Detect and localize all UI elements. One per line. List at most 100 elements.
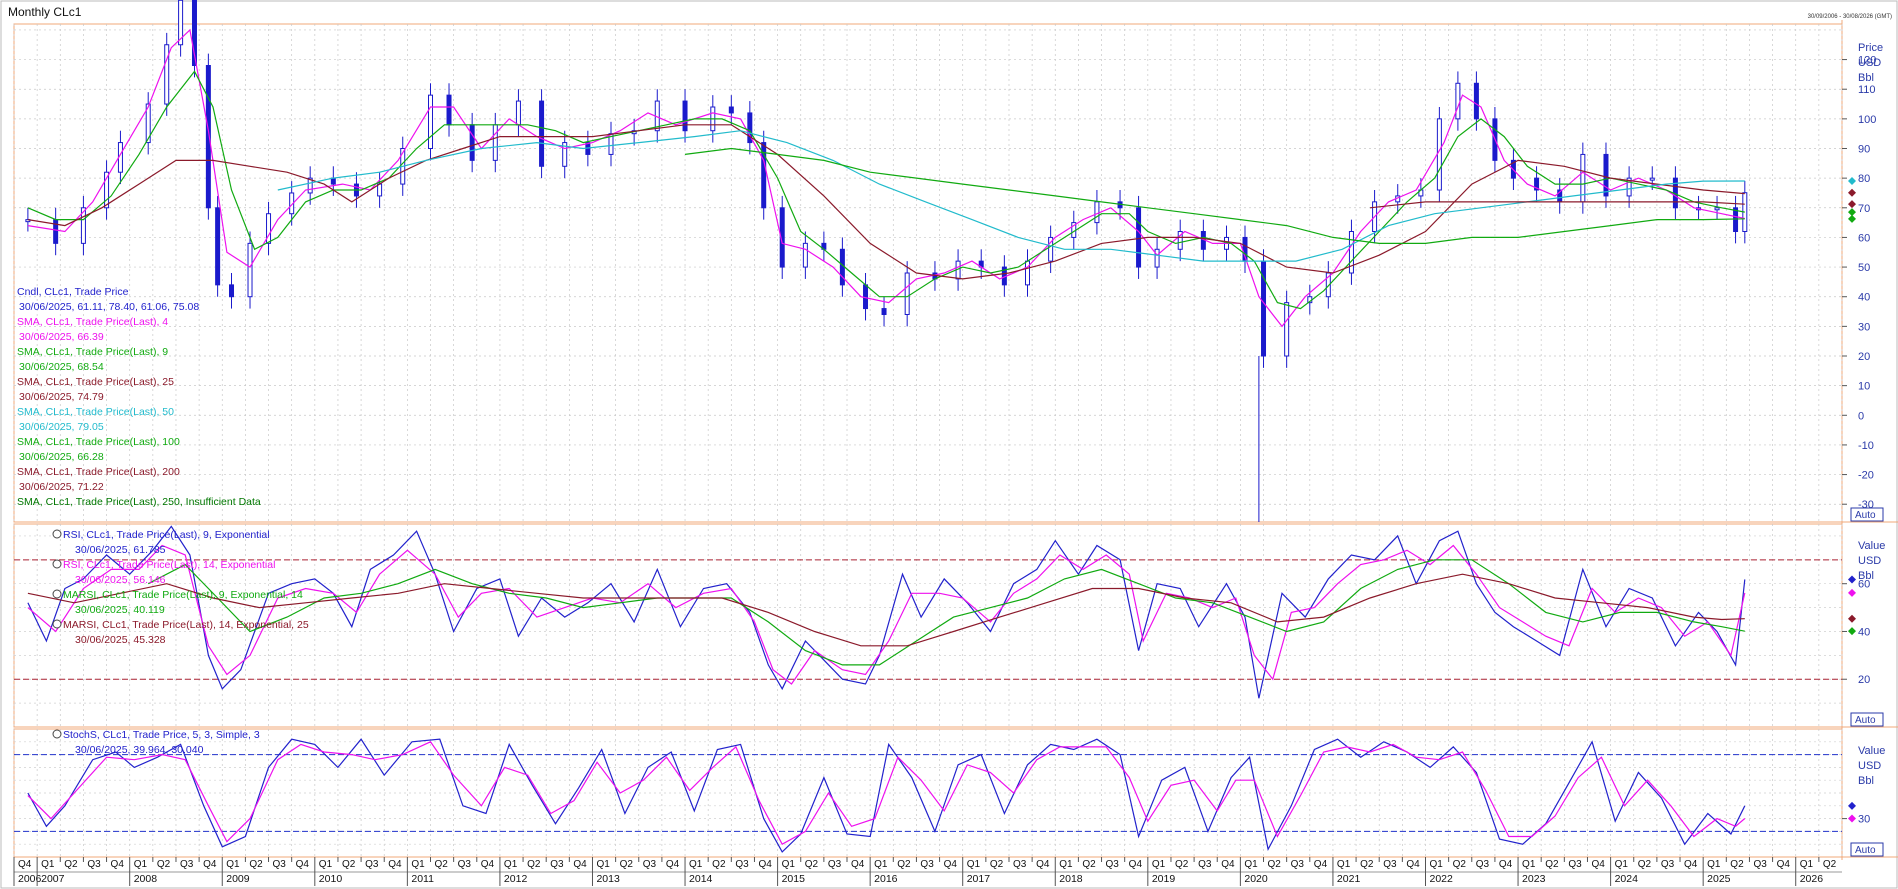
y-tick-label: 100 bbox=[1858, 114, 1876, 126]
x-quarter-label: Q4 bbox=[1314, 859, 1328, 870]
price-auto-button[interactable] bbox=[1850, 507, 1884, 522]
legend-label: SMA, CLc1, Trade Price(Last), 100 bbox=[17, 436, 180, 448]
candle bbox=[1473, 82, 1479, 120]
legend-toggle-icon[interactable] bbox=[52, 619, 62, 629]
x-year-label: 2018 bbox=[1059, 873, 1083, 885]
legend-toggle-icon[interactable] bbox=[52, 589, 62, 599]
x-quarter-label: Q2 bbox=[1453, 859, 1467, 870]
grid-layer bbox=[13, 20, 1898, 860]
candle bbox=[1154, 248, 1160, 268]
stoch-value-marker bbox=[1848, 801, 1856, 810]
x-quarter-label: Q4 bbox=[1591, 859, 1605, 870]
legend-values: 30/06/2025, 40.119 bbox=[75, 604, 165, 616]
y-tick-label: 40 bbox=[1858, 626, 1870, 638]
y-tick-label: 80 bbox=[1858, 173, 1870, 185]
price-value-marker bbox=[1848, 176, 1856, 185]
candle bbox=[562, 142, 568, 167]
y-tick-label: 40 bbox=[1858, 292, 1870, 304]
price-series-line bbox=[27, 28, 1745, 328]
price-series-line bbox=[277, 130, 1745, 262]
x-year-label: 2013 bbox=[596, 873, 620, 885]
x-quarter-label: Q4 bbox=[666, 859, 680, 870]
x-quarter-label: Q1 bbox=[967, 859, 981, 870]
candle bbox=[53, 219, 59, 244]
stoch-auto-label[interactable]: Auto bbox=[1855, 845, 1876, 856]
x-quarter-label: Q3 bbox=[1476, 859, 1490, 870]
y-tick-label: 10 bbox=[1858, 381, 1870, 393]
x-quarter-label: Q2 bbox=[712, 859, 726, 870]
x-year-label: 2010 bbox=[319, 873, 343, 885]
stoch-axis: Value USD Bbl 30 Auto bbox=[1842, 745, 1885, 857]
rsi-axis-header: USD bbox=[1858, 555, 1881, 567]
x-year-label: 2022 bbox=[1429, 873, 1453, 885]
candle bbox=[515, 100, 521, 126]
y-tick-label: -20 bbox=[1858, 470, 1874, 482]
candle bbox=[1649, 177, 1655, 181]
x-axis: Q4 Q1 Q2 Q3 Q4 Q1 Q2 Q3 Q4 Q1 Q2 Q3 Q4 Q1 Q2 Q3 Q4 Q1 Q2 Q3… bbox=[13, 857, 1842, 886]
candle-layer bbox=[25, 0, 1748, 522]
x-quarter-label: Q2 bbox=[64, 859, 78, 870]
x-quarter-label: Q3 bbox=[180, 859, 194, 870]
legend-values: 30/06/2025, 79.05 bbox=[19, 421, 104, 433]
x-quarter-label: Q4 bbox=[18, 859, 32, 870]
candle bbox=[802, 242, 808, 268]
x-quarter-label: Q2 bbox=[1268, 859, 1282, 870]
x-year-label: 2015 bbox=[782, 873, 806, 885]
rsi-axis-header: Bbl bbox=[1858, 570, 1874, 582]
candle bbox=[446, 94, 452, 126]
y-tick-label: 30 bbox=[1858, 321, 1870, 333]
rsi-auto-label[interactable]: Auto bbox=[1855, 715, 1876, 726]
candle bbox=[307, 177, 313, 194]
x-quarter-label: Q2 bbox=[1360, 859, 1374, 870]
price-axis-header: Bbl bbox=[1858, 72, 1874, 84]
candle bbox=[377, 183, 383, 197]
date-range: 30/09/2006 - 30/08/2026 (GMT) bbox=[1807, 14, 1892, 20]
x-quarter-label: Q2 bbox=[1638, 859, 1652, 870]
x-quarter-label: Q2 bbox=[1545, 859, 1559, 870]
legend-values: 30/06/2025, 61.11, 78.40, 61.06, 75.08 bbox=[19, 301, 199, 313]
x-quarter-label: Q4 bbox=[1221, 859, 1235, 870]
legend-values: 30/06/2025, 74.79 bbox=[19, 391, 104, 403]
x-quarter-label: Q1 bbox=[1152, 859, 1166, 870]
rsi-value-marker bbox=[1848, 627, 1856, 636]
price-auto-label[interactable]: Auto bbox=[1855, 510, 1876, 521]
x-quarter-label: Q4 bbox=[573, 859, 587, 870]
stoch-auto-button[interactable] bbox=[1850, 842, 1884, 857]
x-quarter-label: Q3 bbox=[735, 859, 749, 870]
stoch-axis-header: USD bbox=[1858, 760, 1881, 772]
legend-label: StochS, CLc1, Trade Price, 5, 3, Simple,… bbox=[63, 729, 260, 741]
candle bbox=[1348, 231, 1354, 274]
x-year-label: 2006 bbox=[18, 873, 42, 885]
x-quarter-label: Q2 bbox=[1082, 859, 1096, 870]
candle bbox=[164, 44, 170, 105]
candle bbox=[682, 100, 688, 132]
x-quarter-label: Q1 bbox=[1059, 859, 1073, 870]
x-year-label: 2021 bbox=[1337, 873, 1361, 885]
legend-label: SMA, CLc1, Trade Price(Last), 250, Insuf… bbox=[17, 496, 261, 508]
stoch-series-line bbox=[27, 738, 1746, 853]
x-quarter-label: Q4 bbox=[388, 859, 402, 870]
y-tick-label: 0 bbox=[1858, 410, 1864, 422]
legend-toggle-icon[interactable] bbox=[52, 559, 62, 569]
candle bbox=[215, 207, 221, 286]
stoch-pane-frame bbox=[13, 728, 1843, 858]
legend-values: 30/06/2025, 71.22 bbox=[19, 481, 104, 493]
x-year-label: 2007 bbox=[41, 873, 65, 885]
x-quarter-label: Q2 bbox=[805, 859, 819, 870]
rsi-auto-button[interactable] bbox=[1850, 712, 1884, 727]
legend-label: Cndl, CLc1, Trade Price bbox=[17, 286, 129, 298]
legend-toggle-icon[interactable] bbox=[52, 529, 62, 539]
legend-toggle-icon[interactable] bbox=[52, 729, 62, 739]
x-quarter-label: Q4 bbox=[203, 859, 217, 870]
x-quarter-label: Q4 bbox=[1036, 859, 1050, 870]
x-year-label: 2026 bbox=[1800, 873, 1824, 885]
x-quarter-label: Q3 bbox=[87, 859, 101, 870]
legend-label: SMA, CLc1, Trade Price(Last), 50 bbox=[17, 406, 174, 418]
x-quarter-label: Q2 bbox=[435, 859, 449, 870]
x-quarter-label: Q3 bbox=[458, 859, 472, 870]
x-quarter-label: Q1 bbox=[504, 859, 518, 870]
y-tick-label: 60 bbox=[1858, 579, 1870, 591]
x-quarter-label: Q1 bbox=[41, 859, 55, 870]
legend-label: SMA, CLc1, Trade Price(Last), 4 bbox=[17, 316, 168, 328]
